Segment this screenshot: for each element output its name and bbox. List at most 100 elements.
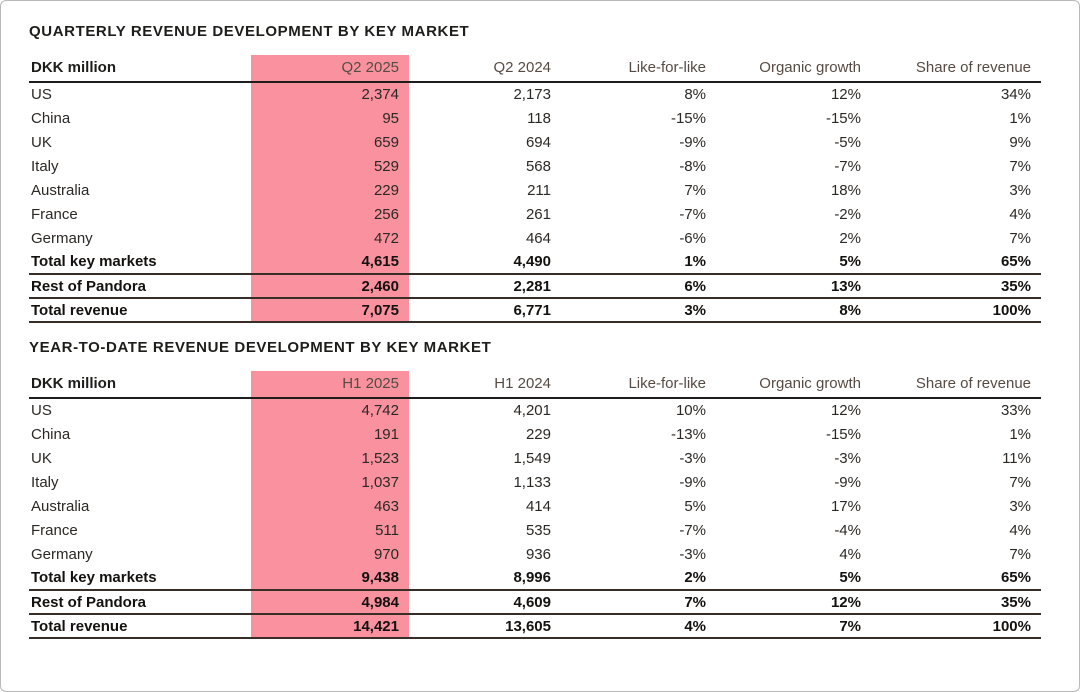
value-cell: -6%: [679, 229, 706, 247]
row-label: France: [31, 521, 78, 539]
value-cell: 511: [251, 518, 409, 542]
value-cell: 12%: [716, 590, 871, 615]
value-cell: 3%: [1009, 181, 1031, 199]
row-label: UK: [31, 133, 52, 151]
table-row: Australia 229 211 7% 18% 3%: [29, 178, 1041, 202]
row-label: Rest of Pandora: [29, 274, 251, 299]
value-cell: 5%: [716, 566, 871, 591]
year-to-date-revenue-table: DKK million H1 2025 H1 2024 Like-for-like Or…: [29, 371, 1041, 639]
value-cell: 3%: [1009, 497, 1031, 515]
value-cell: 12%: [830, 402, 861, 419]
value-cell: 229: [525, 425, 551, 443]
value-cell: 11%: [1002, 449, 1031, 467]
column-header: H1 2024: [409, 371, 561, 399]
value-cell: 211: [527, 181, 551, 199]
column-header: Organic growth: [716, 371, 871, 399]
value-cell: -9%: [834, 473, 861, 491]
value-cell: 568: [525, 157, 551, 175]
value-cell: -8%: [679, 157, 706, 175]
table-row: Total key markets 4,615 4,490 1% 5% 65%: [29, 250, 1041, 275]
year-to-date-revenue-section: YEAR-TO-DATE REVENUE DEVELOPMENT BY KEY …: [29, 339, 1041, 639]
table-row: UK 1,523 1,549 -3% -3% 11%: [29, 446, 1041, 470]
row-label: Germany: [31, 229, 93, 247]
value-cell: 5%: [716, 250, 871, 275]
value-cell: 1,133: [513, 473, 551, 491]
value-cell: 1%: [1009, 425, 1031, 443]
table-row: Total revenue 14,421 13,605 4% 7% 100%: [29, 614, 1041, 639]
value-cell: 4,201: [513, 402, 551, 419]
value-cell: -7%: [834, 157, 861, 175]
value-cell: 35%: [871, 590, 1041, 615]
value-cell: 970: [251, 542, 409, 566]
value-cell: 256: [251, 202, 409, 226]
value-cell: 2,374: [251, 82, 409, 106]
row-label: Australia: [31, 181, 90, 199]
value-cell: 118: [527, 109, 551, 127]
row-label: Italy: [31, 473, 59, 491]
table-row: Germany 970 936 -3% 4% 7%: [29, 542, 1041, 566]
value-cell: 10%: [675, 402, 706, 419]
table-row: Total key markets 9,438 8,996 2% 5% 65%: [29, 566, 1041, 591]
value-cell: -15%: [825, 425, 861, 443]
value-cell: 1,037: [251, 470, 409, 494]
value-cell: 33%: [1000, 402, 1031, 419]
row-label: Australia: [31, 497, 90, 515]
table-row: France 256 261 -7% -2% 4%: [29, 202, 1041, 226]
value-cell: -5%: [834, 133, 861, 151]
value-cell: 229: [251, 178, 409, 202]
value-cell: 2,460: [251, 274, 409, 299]
table-row: Italy 1,037 1,133 -9% -9% 7%: [29, 470, 1041, 494]
value-cell: 2%: [561, 566, 716, 591]
value-cell: 13%: [716, 274, 871, 299]
value-cell: 463: [251, 494, 409, 518]
table-row: Germany 472 464 -6% 2% 7%: [29, 226, 1041, 250]
value-cell: 4,742: [251, 398, 409, 422]
value-cell: 4%: [839, 545, 861, 563]
value-cell: 7%: [561, 590, 716, 615]
value-cell: 1,523: [251, 446, 409, 470]
value-cell: 2%: [839, 229, 861, 247]
row-label: Total key markets: [29, 250, 251, 275]
value-cell: 4,615: [251, 250, 409, 275]
value-cell: 7%: [1009, 157, 1031, 175]
value-cell: 464: [525, 229, 551, 247]
value-cell: 8%: [716, 298, 871, 323]
value-cell: -7%: [679, 205, 706, 223]
value-cell: -4%: [834, 521, 861, 539]
section-divider: [29, 323, 1039, 333]
value-cell: 65%: [871, 250, 1041, 275]
value-cell: 936: [525, 545, 551, 563]
column-header: Q2 2024: [409, 55, 561, 83]
column-header: Share of revenue: [871, 371, 1041, 399]
value-cell: 9,438: [251, 566, 409, 591]
value-cell: 7%: [1009, 473, 1031, 491]
value-cell: 659: [251, 130, 409, 154]
row-label: France: [31, 205, 78, 223]
value-cell: 17%: [830, 497, 861, 515]
value-cell: 100%: [871, 298, 1041, 323]
value-cell: 414: [525, 497, 551, 515]
value-cell: 9%: [1009, 133, 1031, 151]
value-cell: 4%: [1009, 521, 1031, 539]
year-to-date-section-title: YEAR-TO-DATE REVENUE DEVELOPMENT BY KEY …: [29, 339, 492, 356]
table-row: Australia 463 414 5% 17% 3%: [29, 494, 1041, 518]
value-cell: 1%: [561, 250, 716, 275]
value-cell: -7%: [679, 521, 706, 539]
value-cell: 6,771: [409, 298, 561, 323]
value-cell: 65%: [871, 566, 1041, 591]
value-cell: -9%: [679, 473, 706, 491]
value-cell: 13,605: [409, 614, 561, 639]
quarterly-revenue-section: QUARTERLY REVENUE DEVELOPMENT BY KEY MAR…: [29, 23, 1041, 323]
row-label: Germany: [31, 545, 93, 563]
value-cell: 1%: [1009, 109, 1031, 127]
value-cell: -9%: [679, 133, 706, 151]
header-row: DKK million Q2 2025 Q2 2024 Like-for-like Or…: [29, 55, 1041, 83]
table-row: UK 659 694 -9% -5% 9%: [29, 130, 1041, 154]
value-cell: 7%: [1009, 545, 1031, 563]
row-label: Italy: [31, 157, 59, 175]
value-cell: 7%: [1009, 229, 1031, 247]
value-cell: 4,609: [409, 590, 561, 615]
column-header: Q2 2025: [251, 55, 409, 83]
table-row: Rest of Pandora 4,984 4,609 7% 12% 35%: [29, 590, 1041, 615]
value-cell: 4%: [561, 614, 716, 639]
